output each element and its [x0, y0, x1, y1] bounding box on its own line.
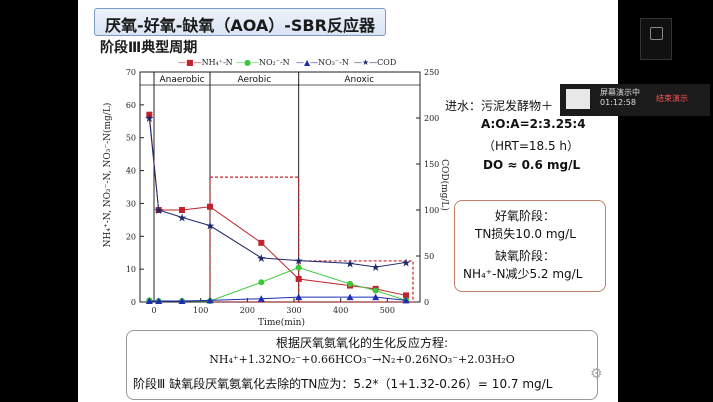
data-point-no3	[346, 293, 354, 301]
legend-cod: —★—COD	[354, 58, 397, 67]
slide-title: 厌氧-好氧-缺氧（AOA）-SBR反应器	[105, 16, 375, 35]
equation-result: 阶段Ⅲ 缺氧段厌氧氨氧化去除的TN应为：5.2*（1+1.32-0.26）= 1…	[133, 377, 553, 391]
screen-share-bar: 屏幕演示中 01:12:58 结束演示	[560, 84, 710, 116]
data-point-cod: ★	[371, 261, 381, 274]
y-tick-label-left: 40	[126, 167, 136, 176]
phase-label: Anaerobic	[159, 75, 204, 85]
series-line-triangle	[149, 296, 407, 302]
aerobic-highlight-box	[209, 176, 300, 303]
data-point-no3	[206, 296, 214, 304]
data-point-cod: ★	[177, 211, 187, 224]
data-point-nh4	[403, 292, 409, 299]
data-point-nh4	[179, 207, 185, 213]
data-point-no3	[372, 293, 380, 301]
slide-subtitle: 阶段Ⅲ典型周期	[100, 40, 198, 56]
data-point-no2	[347, 280, 353, 287]
y-tick-label-right: 0	[424, 298, 429, 307]
y-tick-label-left: 10	[126, 265, 136, 274]
data-point-nh4	[258, 239, 265, 246]
y-tick-label-right: 200	[424, 114, 439, 123]
app-logo	[640, 18, 672, 60]
y-tick-label-right: 100	[424, 206, 439, 215]
data-point-cod: ★	[144, 112, 154, 125]
info-do: DO ≈ 0.6 mg/L	[483, 158, 581, 172]
aerobic-label: 好氧阶段：	[495, 209, 556, 223]
series-line-circle	[149, 266, 407, 302]
phase-label: Aerobic	[237, 75, 271, 85]
data-point-no2	[295, 264, 302, 271]
data-point-cod: ★	[256, 252, 266, 265]
x-tick-label: 500	[380, 306, 395, 315]
y-tick-label-left: 60	[126, 101, 136, 110]
data-point-no2	[258, 279, 265, 286]
y-tick-label-right: 50	[424, 252, 434, 261]
data-point-nh4	[207, 203, 213, 210]
legend-no3: —▲—NO₃⁻-N	[296, 58, 349, 67]
data-point-nh4	[295, 276, 302, 282]
y-tick-label-right: 150	[424, 160, 439, 169]
slide: 厌氧-好氧-缺氧（AOA）-SBR反应器 阶段Ⅲ典型周期 —■—NH₄⁺-N —…	[78, 0, 618, 402]
y-tick-label-right: 250	[424, 68, 439, 77]
aerobic-tn-loss: TN损失10.0 mg/L	[475, 227, 576, 241]
equation-title: 根据厌氧氨氧化的生化反应方程:	[275, 336, 449, 350]
tn-summary-box: 好氧阶段： TN损失10.0 mg/L 缺氧阶段： NH₄⁺-N减少5.2 mg…	[454, 200, 606, 292]
info-ratio: A:O:A=2:3.25:4	[481, 117, 586, 131]
data-point-no3	[145, 297, 153, 305]
anoxic-label: 缺氧阶段：	[495, 249, 556, 263]
data-point-no3	[257, 295, 265, 302]
legend-no2: —●—NO₂⁻-N	[236, 58, 290, 67]
x-tick-label: 400	[333, 306, 348, 315]
y-tick-label-left: 50	[126, 134, 136, 143]
info-hrt: （HRT=18.5 h）	[483, 139, 580, 153]
end-presentation-button[interactable]: 结束演示	[656, 94, 688, 103]
x-axis-title: Time(min)	[258, 318, 305, 328]
x-tick-label: 0	[151, 306, 156, 315]
title-box: 厌氧-好氧-缺氧（AOA）-SBR反应器	[94, 8, 386, 36]
data-point-no3	[155, 297, 163, 305]
y-tick-label-left: 20	[126, 232, 136, 241]
x-tick-label: 300	[286, 306, 301, 315]
x-tick-label: 100	[193, 306, 208, 315]
data-point-cod: ★	[401, 256, 411, 269]
series-line-star	[148, 117, 407, 268]
data-point-no3	[295, 293, 303, 301]
data-point-nh4	[146, 111, 153, 118]
x-tick-label: 200	[240, 306, 255, 315]
info-influent: 进水：污泥发酵物＋	[445, 99, 554, 113]
data-point-cod: ★	[294, 255, 304, 268]
data-point-no3	[178, 297, 186, 305]
y-tick-label-left: 0	[131, 298, 136, 307]
anoxic-nh4-reduction: NH₄⁺-N减少5.2 mg/L	[463, 267, 583, 281]
equation-box: 根据厌氧氨氧化的生化反应方程: NH₄⁺+1.32NO₂⁻+0.66HCO₃⁻→…	[126, 330, 598, 400]
presenting-status: 屏幕演示中 01:12:58	[600, 88, 640, 107]
y-tick-label-left: 70	[126, 68, 136, 77]
y-tick-label-left: 30	[126, 199, 136, 208]
data-point-no2	[372, 287, 379, 294]
anammox-equation: NH₄⁺+1.32NO₂⁻+0.66HCO₃⁻→N₂+0.26NO₃⁻+2.03…	[209, 353, 515, 366]
series-line-square	[148, 114, 407, 296]
phase-label: Anoxic	[344, 75, 374, 85]
data-point-cod: ★	[205, 220, 215, 233]
data-point-no3	[402, 296, 410, 304]
preview-thumbnail	[566, 89, 590, 109]
data-point-cod: ★	[154, 204, 164, 217]
watermark-logo: ⚙	[590, 366, 603, 382]
legend-nh4: —■—NH₄⁺-N	[178, 58, 233, 67]
data-point-cod: ★	[345, 257, 355, 270]
